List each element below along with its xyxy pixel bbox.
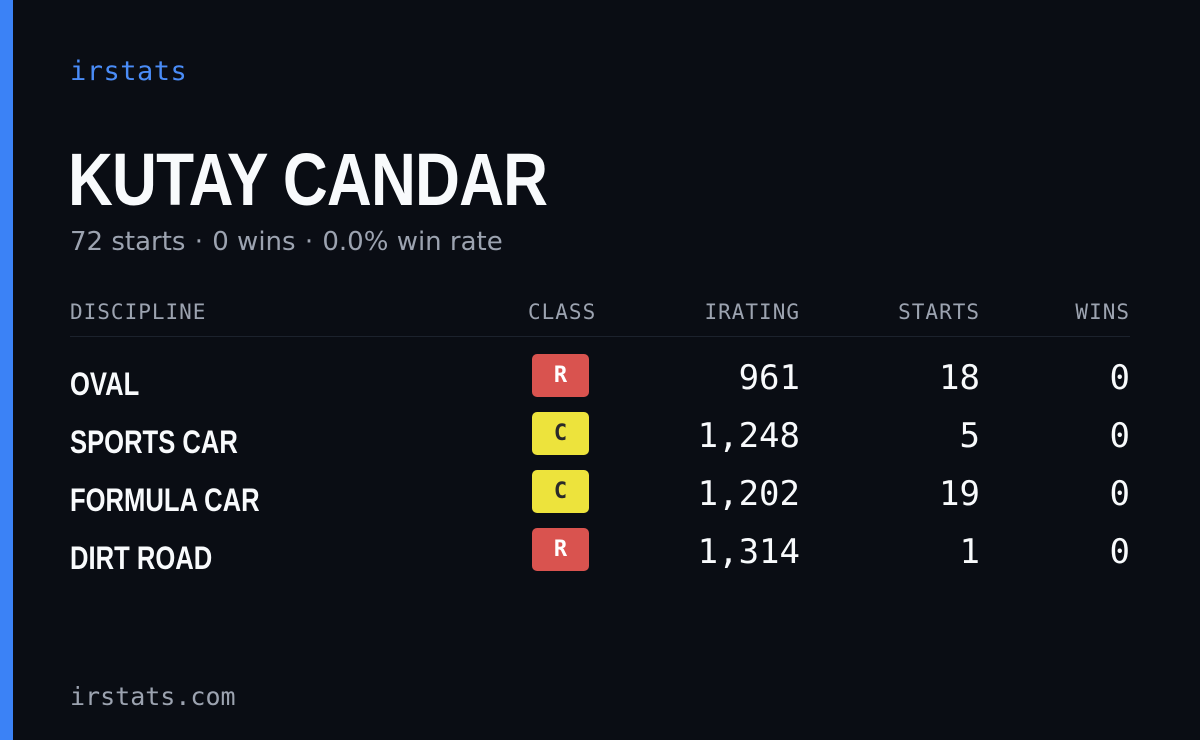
starts-value: 19 — [939, 474, 980, 514]
irating-value: 961 — [738, 358, 800, 398]
player-summary: 72 starts · 0 wins · 0.0% win rate — [70, 227, 503, 257]
wins-value: 0 — [1109, 416, 1130, 456]
class-badge: R — [532, 528, 589, 571]
table-row: FORMULA CAR C 1,202 19 0 — [70, 468, 1130, 526]
header-irating: IRATING — [704, 300, 800, 324]
discipline-name: OVAL — [70, 366, 140, 402]
wins-value: 0 — [1109, 474, 1130, 514]
table-header: DISCIPLINE CLASS IRATING STARTS WINS — [70, 298, 1130, 337]
class-badge: C — [532, 470, 589, 513]
irating-value: 1,314 — [697, 532, 800, 572]
class-badge: R — [532, 354, 589, 397]
brand-logo: irstats — [70, 56, 188, 87]
table-row: OVAL R 961 18 0 — [70, 352, 1130, 410]
wins-value: 0 — [1109, 358, 1130, 398]
summary-win-rate: 0.0% win rate — [322, 227, 503, 257]
starts-value: 1 — [959, 532, 980, 572]
stats-table: OVAL R 961 18 0 SPORTS CAR C 1,248 5 0 F… — [70, 352, 1130, 584]
starts-value: 5 — [959, 416, 980, 456]
irating-value: 1,202 — [697, 474, 800, 514]
summary-wins: 0 wins — [212, 227, 296, 257]
irating-value: 1,248 — [697, 416, 800, 456]
starts-value: 18 — [939, 358, 980, 398]
discipline-name: FORMULA CAR — [70, 482, 260, 518]
header-discipline: DISCIPLINE — [70, 300, 207, 324]
table-row: DIRT ROAD R 1,314 1 0 — [70, 526, 1130, 584]
summary-separator: · — [194, 227, 203, 257]
discipline-name: DIRT ROAD — [70, 540, 213, 576]
header-wins: WINS — [1075, 300, 1130, 324]
wins-value: 0 — [1109, 532, 1130, 572]
discipline-name: SPORTS CAR — [70, 424, 238, 460]
header-starts: STARTS — [898, 300, 980, 324]
summary-separator: · — [304, 227, 314, 257]
table-row: SPORTS CAR C 1,248 5 0 — [70, 410, 1130, 468]
class-badge: C — [532, 412, 589, 455]
footer-url: irstats.com — [70, 682, 236, 711]
header-class: CLASS — [528, 300, 597, 324]
player-name: KUTAY CANDAR — [68, 138, 548, 221]
summary-starts: 72 starts — [70, 227, 186, 257]
accent-bar — [0, 0, 13, 740]
